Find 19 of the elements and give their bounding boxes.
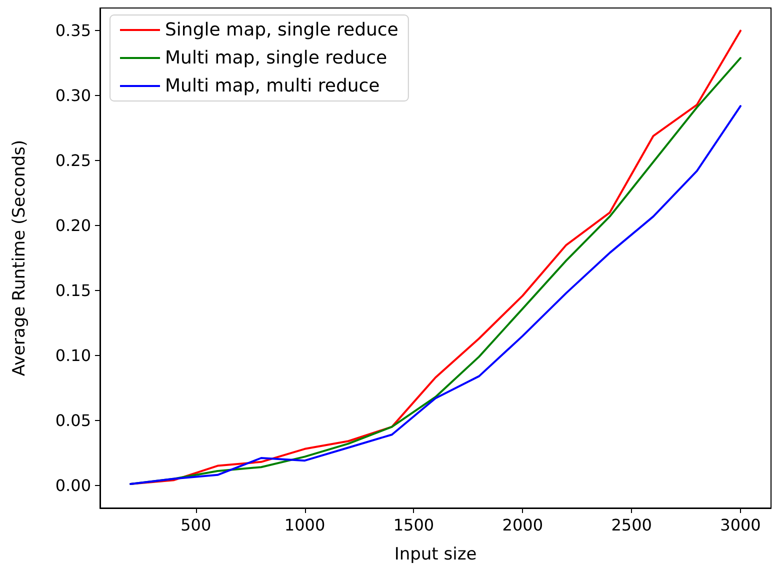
- x-tick-label: 2000: [502, 516, 543, 534]
- y-tick-label: 0.25: [55, 151, 91, 170]
- legend-label: Multi map, multi reduce: [165, 76, 380, 96]
- y-tick-label: 0.30: [55, 86, 91, 106]
- y-tick-label: 0.35: [55, 21, 91, 40]
- y-tick-label: 0.20: [55, 216, 91, 236]
- y-tick-label: 0.05: [55, 410, 91, 430]
- x-tick-label: 2500: [611, 516, 652, 534]
- y-tick-label: 0.15: [55, 280, 91, 300]
- y-axis-title: Average Runtime (Seconds): [10, 140, 30, 376]
- y-tick-label: 0.00: [55, 476, 91, 495]
- legend-label: Single map, single reduce: [165, 20, 398, 40]
- x-tick-label: 500: [180, 516, 212, 534]
- x-tick-label: 3000: [720, 516, 761, 534]
- legend-label: Multi map, single reduce: [165, 48, 388, 68]
- x-tick-label: 1000: [284, 516, 326, 534]
- x-tick-label: 1500: [393, 516, 434, 534]
- y-tick-label: 0.10: [55, 346, 91, 365]
- x-axis-title: Input size: [394, 544, 477, 564]
